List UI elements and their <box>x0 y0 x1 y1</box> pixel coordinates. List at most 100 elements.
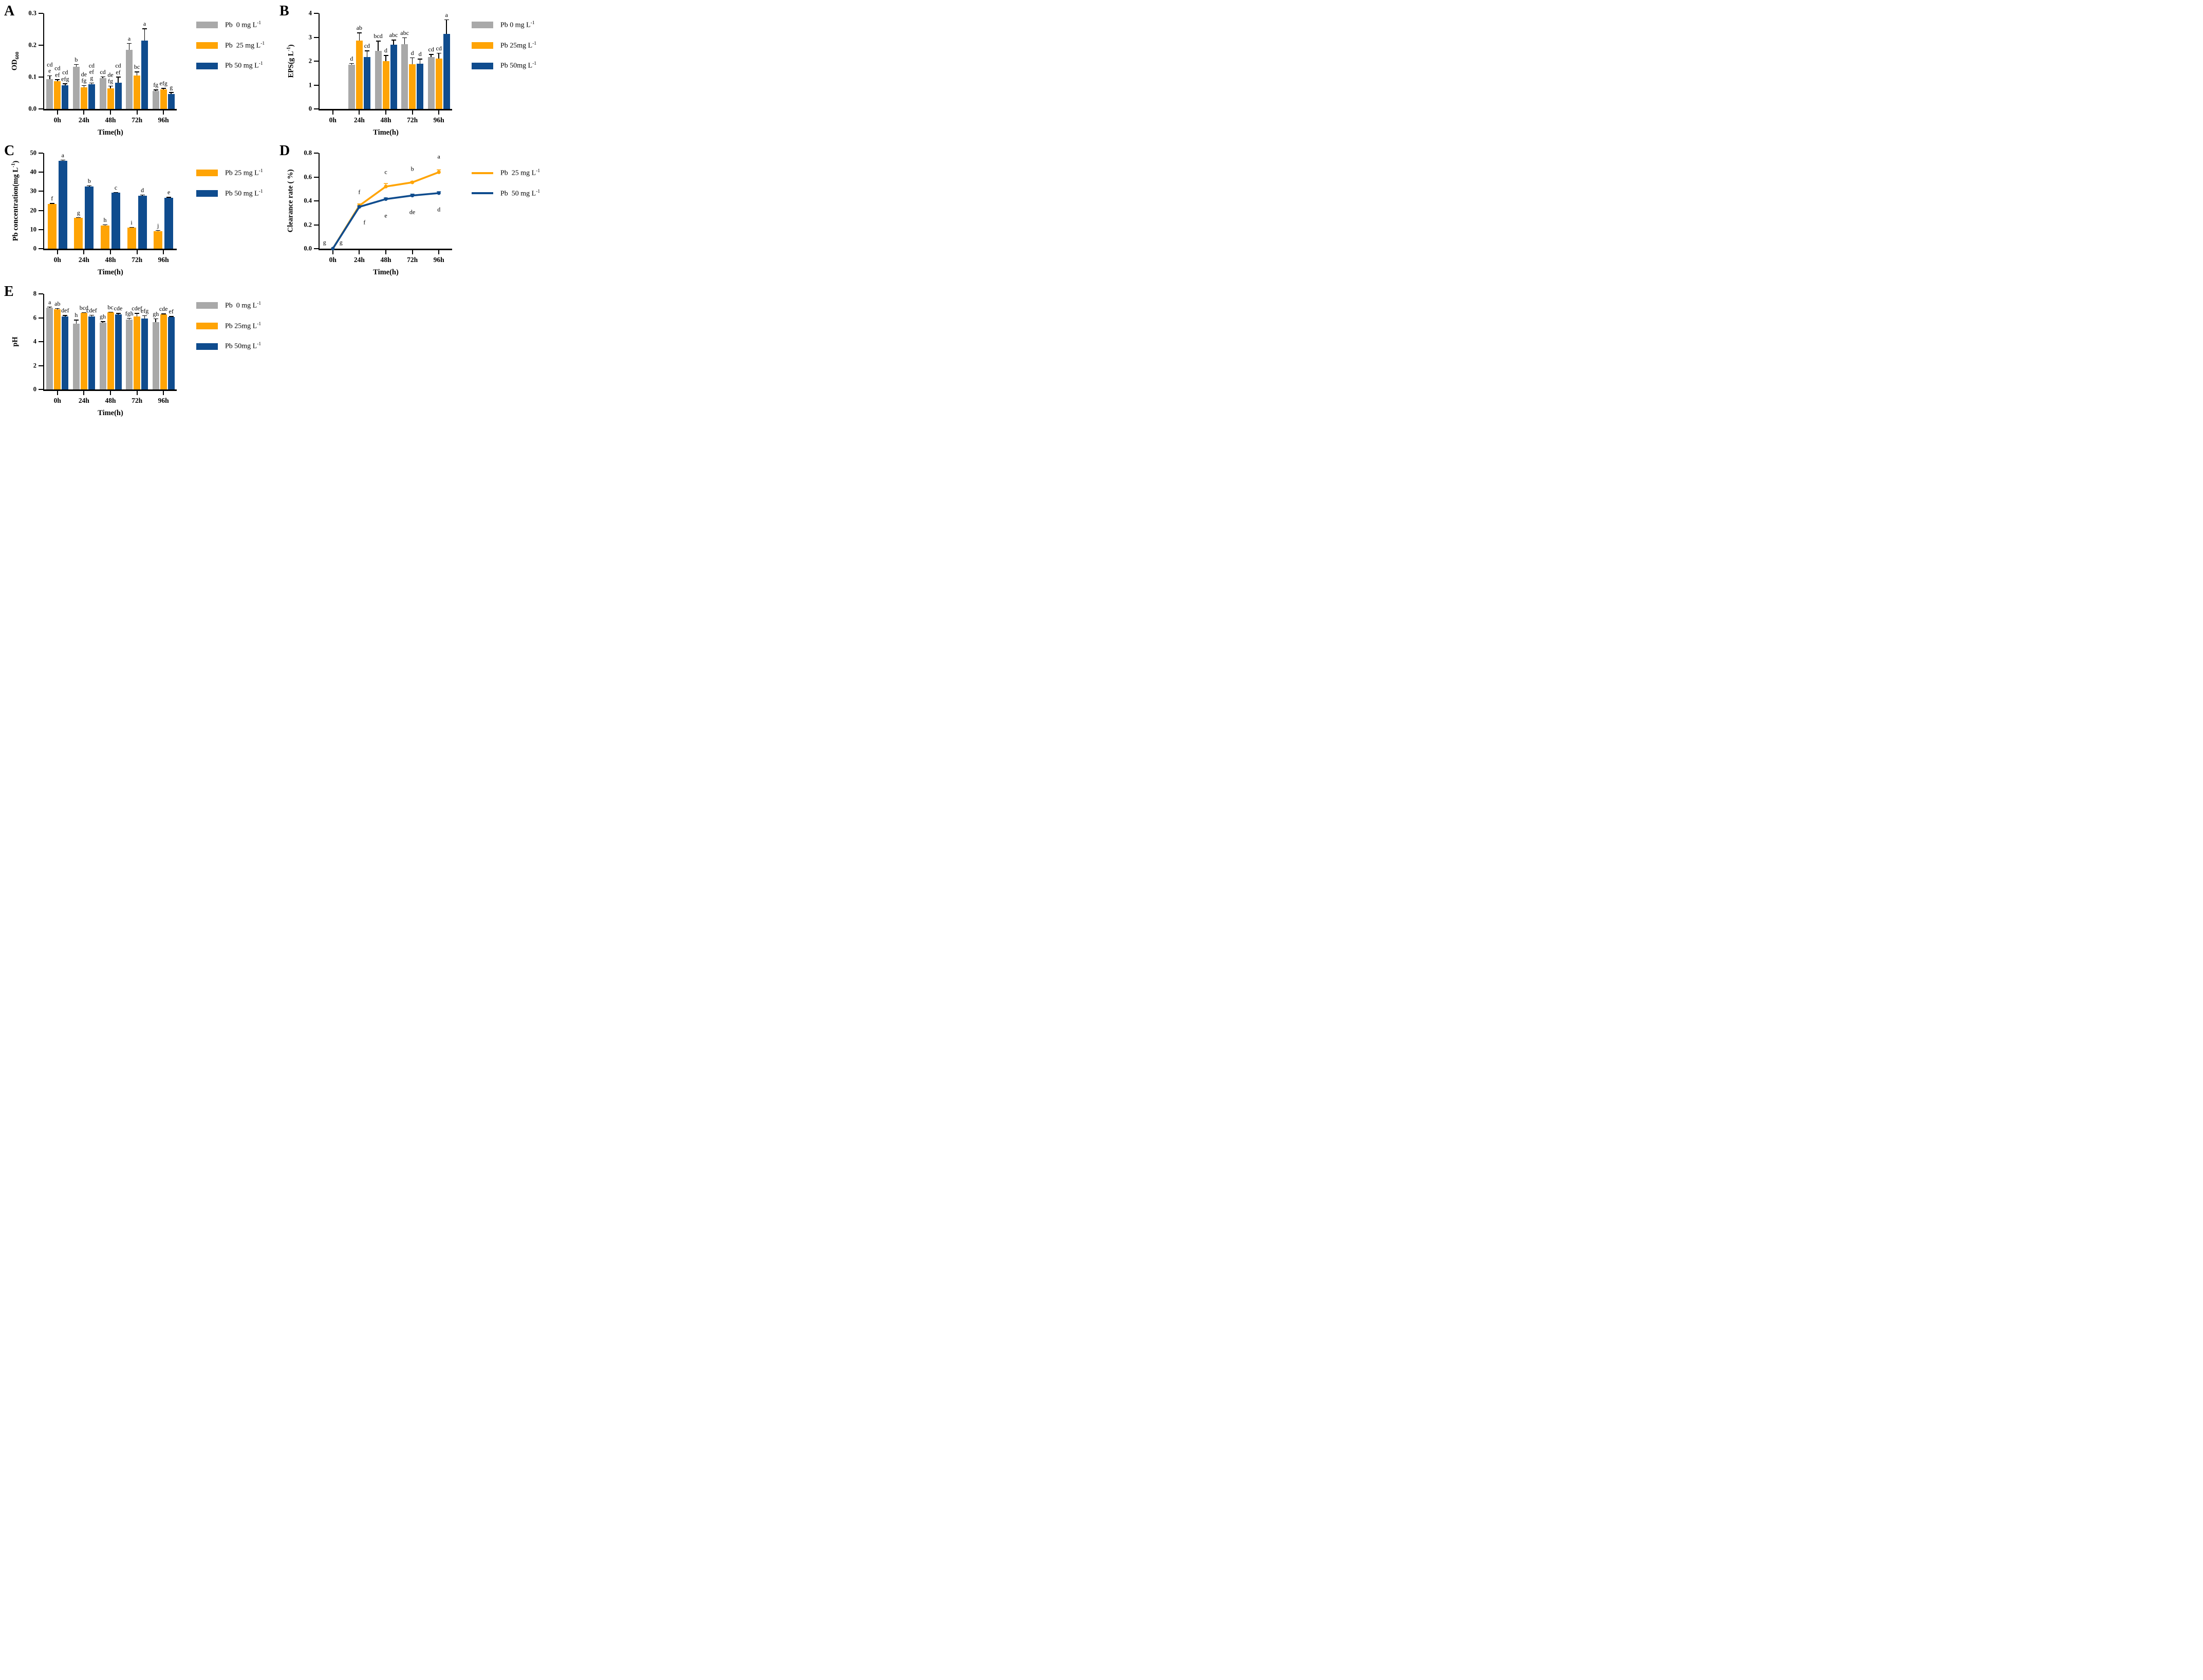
bar <box>141 318 148 389</box>
error-bar-cap <box>127 318 132 319</box>
error-bar-cap <box>127 43 132 44</box>
error-bar-cap <box>169 92 174 93</box>
error-bar <box>393 40 394 45</box>
legend: Pb 25 mg L-1 Pb 50 mg L-1 <box>196 169 263 198</box>
y-tick <box>39 365 43 366</box>
y-tick-label: 8 <box>33 290 36 297</box>
x-tick <box>136 250 138 254</box>
legend-label: Pb 0 mg L-1 <box>225 301 261 310</box>
label-fragment: ) <box>287 44 295 47</box>
bar <box>167 317 175 389</box>
error-bar <box>128 318 130 320</box>
chart-e: 0 2 4 6 8 0h 24h 48h 72h 96h Time(h) a ab def h bcd cdef… <box>0 281 275 420</box>
bar <box>80 87 87 109</box>
y-tick-label: 4 <box>33 338 36 345</box>
significance-label: gh <box>153 310 159 318</box>
error-bar <box>366 50 368 58</box>
y-tick <box>39 293 43 294</box>
significance-label: cdef <box>132 304 142 312</box>
error-bar <box>155 318 156 322</box>
significance-label: fg <box>153 81 159 88</box>
y-tick-label: 30 <box>30 187 37 195</box>
significance-label: a <box>61 151 64 159</box>
x-tick <box>136 391 138 395</box>
significance-label: c <box>384 168 387 176</box>
error-bar-cap <box>376 41 381 42</box>
bar <box>101 226 109 249</box>
y-axis-title: OD600 <box>11 52 21 71</box>
x-tick <box>332 110 333 115</box>
bar <box>111 193 120 249</box>
x-tick <box>83 110 85 115</box>
legend-label: Pb 50mg L-1 <box>225 342 261 351</box>
significance-label: cd ef g <box>88 61 95 82</box>
label-fragment: -1 <box>257 301 262 306</box>
label-fragment: Pb 25mg L <box>225 322 257 330</box>
bar <box>152 91 159 109</box>
significance-label: de fg <box>81 70 87 84</box>
legend-item: Pb 25mg L-1 <box>196 322 261 331</box>
y-tick-label: 0.0 <box>304 245 312 252</box>
bar <box>348 64 355 109</box>
legend-label: Pb 50mg L-1 <box>500 61 536 70</box>
x-category-label: 72h <box>132 256 143 264</box>
bar <box>88 316 95 389</box>
legend-item: Pb 0 mg L-1 <box>472 21 536 30</box>
bar <box>138 195 147 249</box>
label-fragment: -1 <box>258 189 263 194</box>
significance-label: cd <box>436 44 442 52</box>
bar <box>74 218 83 249</box>
significance-label: ab <box>54 300 61 307</box>
error-bar-cap <box>47 75 52 77</box>
error-bar-cap <box>47 306 52 308</box>
line-chart-canvas <box>331 169 441 251</box>
significance-label: d <box>410 49 414 57</box>
data-point-marker <box>384 197 388 201</box>
x-tick <box>57 110 58 115</box>
bar <box>126 50 133 109</box>
error-bar-cap <box>49 203 54 204</box>
error-bar <box>49 75 50 80</box>
y-tick-label: 0.8 <box>304 149 312 157</box>
y-tick <box>39 248 43 249</box>
panel-d: D 0.0 0.2 0.4 0.6 0.8 0h 24h 48h 72h 96h Time(h) g f… <box>275 140 551 279</box>
error-bar <box>412 57 413 64</box>
panel-c: C 0 10 20 30 40 50 0h 24h 48h 72h 96h Time(h) f a g b h c… <box>0 140 275 279</box>
legend-item: Pb 50mg L-1 <box>472 61 536 70</box>
x-category-label: 0h <box>53 397 61 404</box>
bar <box>167 94 175 109</box>
label-fragment: 600 <box>14 51 21 60</box>
bar <box>160 314 167 389</box>
significance-label: cde <box>114 304 123 312</box>
significance-label: d <box>384 47 387 54</box>
bar <box>134 75 141 109</box>
bar <box>107 312 114 389</box>
bar <box>47 203 57 249</box>
error-bar-cap <box>140 194 145 196</box>
y-tick-label: 2 <box>308 57 312 65</box>
error-bar-cap <box>100 321 105 322</box>
bar <box>115 314 122 389</box>
label-fragment: Pb 50 mg L <box>225 190 259 198</box>
y-tick <box>39 153 43 154</box>
x-tick <box>57 391 58 395</box>
error-bar-cap <box>55 79 60 80</box>
legend-swatch <box>196 170 218 177</box>
bar <box>375 51 382 109</box>
x-tick <box>136 110 138 115</box>
x-category-label: 72h <box>132 116 143 124</box>
panel-b: B 0 1 2 3 4 0h 24h 48h 72h 96h Time(h) d ab cd bcd d abc… <box>275 0 551 140</box>
error-bar <box>351 63 352 65</box>
legend-swatch <box>472 62 493 69</box>
y-tick <box>314 13 319 14</box>
significance-label: def <box>61 307 69 314</box>
y-tick <box>39 389 43 390</box>
x-category-label: 0h <box>53 256 61 264</box>
y-tick <box>39 210 43 211</box>
error-bar-cap <box>161 313 166 314</box>
error-bar-cap <box>55 308 60 309</box>
chart-c: 0 10 20 30 40 50 0h 24h 48h 72h 96h Time(h) f a g b h c i d… <box>0 140 275 279</box>
bar <box>382 61 389 109</box>
error-bar-cap <box>357 32 362 33</box>
